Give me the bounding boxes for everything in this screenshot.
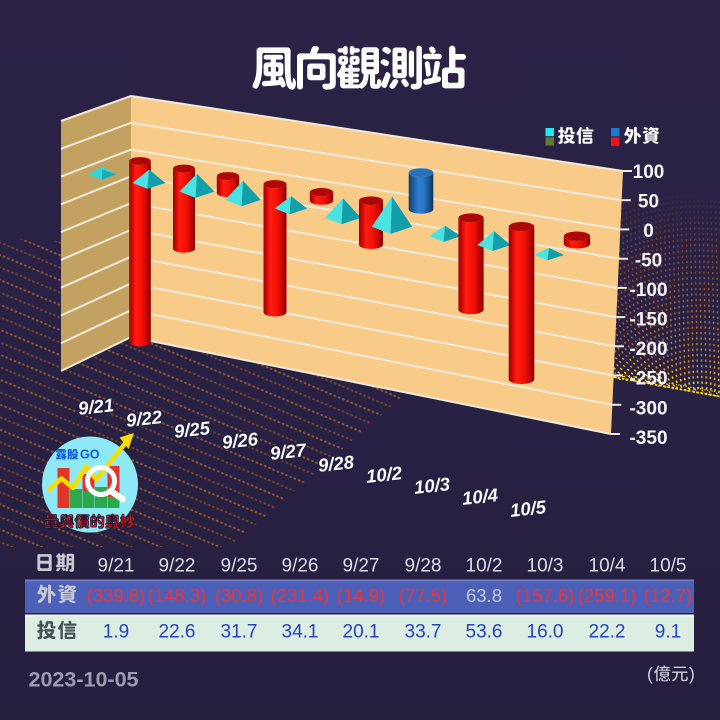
svg-text:(339.8): (339.8) bbox=[87, 585, 146, 606]
svg-text:-350: -350 bbox=[629, 428, 667, 449]
svg-text:(157.6): (157.6) bbox=[516, 585, 575, 606]
svg-text:34.1: 34.1 bbox=[282, 622, 319, 643]
svg-text:10/2: 10/2 bbox=[466, 555, 503, 576]
svg-text:9/26: 9/26 bbox=[221, 428, 260, 453]
svg-text:0: 0 bbox=[643, 221, 654, 242]
svg-text:(: ( bbox=[647, 664, 653, 684]
svg-text:-100: -100 bbox=[629, 280, 667, 301]
svg-text:-50: -50 bbox=[635, 251, 662, 272]
svg-text:1.9: 1.9 bbox=[103, 622, 129, 643]
svg-text:10/5: 10/5 bbox=[650, 555, 687, 576]
svg-text:16.0: 16.0 bbox=[527, 622, 564, 643]
svg-text:-300: -300 bbox=[629, 398, 667, 419]
svg-text:9/25: 9/25 bbox=[221, 555, 258, 576]
svg-text:9/22: 9/22 bbox=[125, 406, 164, 431]
svg-text:33.7: 33.7 bbox=[405, 622, 442, 643]
svg-text:): ) bbox=[689, 664, 695, 684]
svg-text:9/25: 9/25 bbox=[173, 417, 212, 442]
svg-text:9/27: 9/27 bbox=[343, 555, 380, 576]
svg-text:2023-10-05: 2023-10-05 bbox=[29, 668, 139, 692]
svg-text:9/21: 9/21 bbox=[98, 555, 135, 576]
svg-text:-250: -250 bbox=[629, 369, 667, 390]
svg-text:9/27: 9/27 bbox=[269, 439, 309, 464]
svg-text:10/2: 10/2 bbox=[365, 462, 404, 487]
svg-text:(14.9): (14.9) bbox=[337, 585, 385, 606]
svg-text:9/22: 9/22 bbox=[159, 555, 196, 576]
svg-text:9.1: 9.1 bbox=[655, 622, 681, 643]
svg-text:10/4: 10/4 bbox=[589, 555, 626, 576]
svg-text:9/28: 9/28 bbox=[405, 555, 442, 576]
svg-text:-150: -150 bbox=[629, 310, 667, 331]
svg-text:10/3: 10/3 bbox=[527, 555, 564, 576]
svg-text:(259.1): (259.1) bbox=[578, 585, 637, 606]
svg-text:-200: -200 bbox=[629, 339, 667, 360]
svg-text:53.6: 53.6 bbox=[466, 622, 503, 643]
svg-text:(12.7): (12.7) bbox=[644, 585, 692, 606]
svg-text:63.8: 63.8 bbox=[466, 585, 502, 606]
svg-text:100: 100 bbox=[633, 162, 665, 183]
svg-text:10/5: 10/5 bbox=[509, 496, 548, 521]
svg-text:10/4: 10/4 bbox=[461, 484, 499, 509]
svg-text:9/26: 9/26 bbox=[282, 555, 319, 576]
svg-text:(231.4): (231.4) bbox=[271, 585, 330, 606]
svg-text:31.7: 31.7 bbox=[221, 622, 258, 643]
svg-text:(30.8): (30.8) bbox=[215, 585, 263, 606]
svg-text:9/28: 9/28 bbox=[317, 451, 356, 476]
svg-text:9/21: 9/21 bbox=[77, 394, 115, 419]
svg-text:20.1: 20.1 bbox=[343, 622, 380, 643]
svg-text:(77.5): (77.5) bbox=[399, 585, 447, 606]
svg-text:GO: GO bbox=[80, 448, 100, 462]
svg-text:10/3: 10/3 bbox=[413, 473, 452, 498]
svg-text:22.6: 22.6 bbox=[159, 622, 196, 643]
svg-text:(148.3): (148.3) bbox=[148, 585, 207, 606]
svg-text:50: 50 bbox=[638, 192, 659, 213]
svg-text:22.2: 22.2 bbox=[589, 622, 626, 643]
